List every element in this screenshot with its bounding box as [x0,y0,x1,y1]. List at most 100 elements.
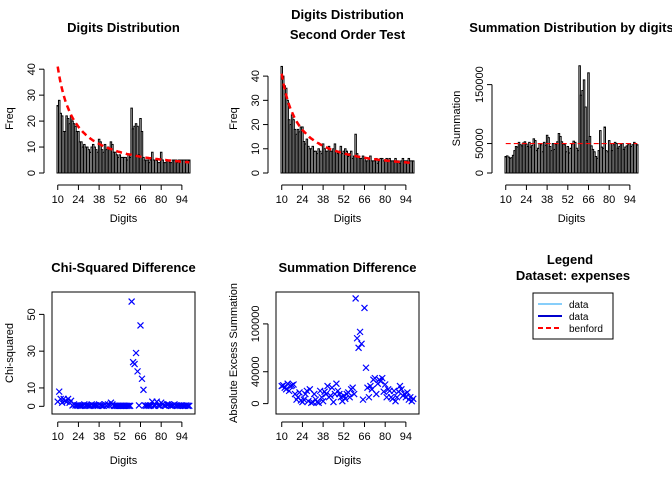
panel-title: Digits Distribution [291,7,404,22]
y-axis-label: Freq [4,107,16,130]
data-point-stroke [91,401,99,409]
y-tick-label: 0 [250,401,262,407]
x-tick-label: 80 [155,194,167,206]
y-tick-label: 40000 [250,356,262,387]
data-point [55,388,63,396]
data-point [355,344,363,352]
legend-item: benford [538,324,603,335]
x-axis-label: Digits [110,213,138,225]
data-point-stroke [352,294,360,302]
y-axis-label: Freq [228,107,240,130]
data-point-stroke [362,364,370,372]
data-point [392,397,399,405]
data-point [310,390,318,398]
data-point [332,380,340,388]
x-tick-label: 52 [114,431,126,443]
data-point-stroke [135,401,143,409]
data-point [346,393,354,401]
x-tick-label: 38 [93,431,105,443]
x-tick-label: 52 [338,194,350,206]
data-point [134,367,141,375]
legend-label: benford [569,324,603,335]
data-point-stroke [341,395,349,403]
y-tick-label: 40 [26,63,38,75]
data-point-stroke [166,401,174,409]
data-point-stroke [67,397,75,405]
data-point [138,375,146,383]
data-point-stroke [182,401,190,409]
data-point [57,395,65,403]
data-point-stroke [312,396,320,404]
data-point [409,395,417,403]
x-tick-label: 66 [358,194,370,206]
data-point-stroke [319,397,327,405]
bar [584,106,587,174]
legend-subtitle: Dataset: expenses [516,268,630,283]
y-axis-label: Chi-squared [4,323,16,383]
y-tick-label: 150000 [474,66,486,103]
y-tick-label: 50000 [474,128,486,159]
data-point [131,360,139,368]
x-tick-label: 10 [52,431,64,443]
panel-sumdiff: Summation Difference Digits Absolute Exces… [228,260,420,467]
x-tick-label: 80 [155,431,167,443]
data-point-stroke [349,384,357,392]
data-point [324,382,331,390]
panel-title: Digits Distribution [67,20,180,35]
data-point-stroke [294,393,302,401]
data-point-stroke [64,395,72,403]
data-point-stroke [184,402,192,410]
data-point-stroke [300,396,308,404]
data-point [330,398,337,406]
benford-line [280,73,414,165]
data-point-stroke [125,402,133,410]
data-point [137,321,144,329]
data-point-stroke [393,393,401,401]
data-point-stroke [380,388,388,396]
panel-subtitle: Second Order Test [290,27,406,42]
data-point-stroke [310,390,318,398]
bar [603,126,606,174]
x-tick-label: 94 [176,194,188,206]
data-point [296,389,303,396]
y-tick-label: 10 [26,382,38,394]
data-point [393,393,401,401]
y-tick-label: 0 [26,170,38,176]
x-tick-label: 94 [400,431,412,443]
x-tick-label: 24 [296,194,308,206]
y-tick-label: 30 [26,89,38,101]
data-point [128,298,136,305]
y-tick-label: 0 [26,403,38,409]
data-point-stroke [134,367,141,375]
y-tick-label: 10 [26,141,38,153]
y-axis-label: Absolute Excess Summation [228,283,240,423]
data-point [403,389,411,396]
y-tick-label: 0 [474,170,486,176]
data-point-stroke [55,388,63,396]
data-point-stroke [324,382,331,390]
x-tick-label: 10 [276,431,288,443]
x-axis-label: Digits [558,213,586,225]
data-point [140,386,147,394]
data-point-stroke [322,390,330,398]
panel-title: Summation Difference [279,260,417,275]
data-point-stroke [371,374,379,382]
legend-item: data [538,300,589,311]
x-tick-label: 24 [296,431,308,443]
data-point-stroke [282,385,290,393]
data-point-stroke [123,402,131,410]
x-tick-label: 66 [582,194,594,206]
data-point [353,334,361,342]
data-point-stroke [321,388,329,396]
x-tick-label: 52 [562,194,574,206]
bar [136,125,139,174]
panel-chi: Chi-Squared Difference Digits Chi-squared 0… [4,260,196,467]
data-point [365,393,373,401]
y-tick-label: 100000 [250,306,262,343]
data-point-stroke [327,392,334,400]
x-tick-label: 80 [379,431,391,443]
data-point [372,390,380,398]
data-point-stroke [126,402,134,410]
x-tick-label: 24 [72,431,84,443]
